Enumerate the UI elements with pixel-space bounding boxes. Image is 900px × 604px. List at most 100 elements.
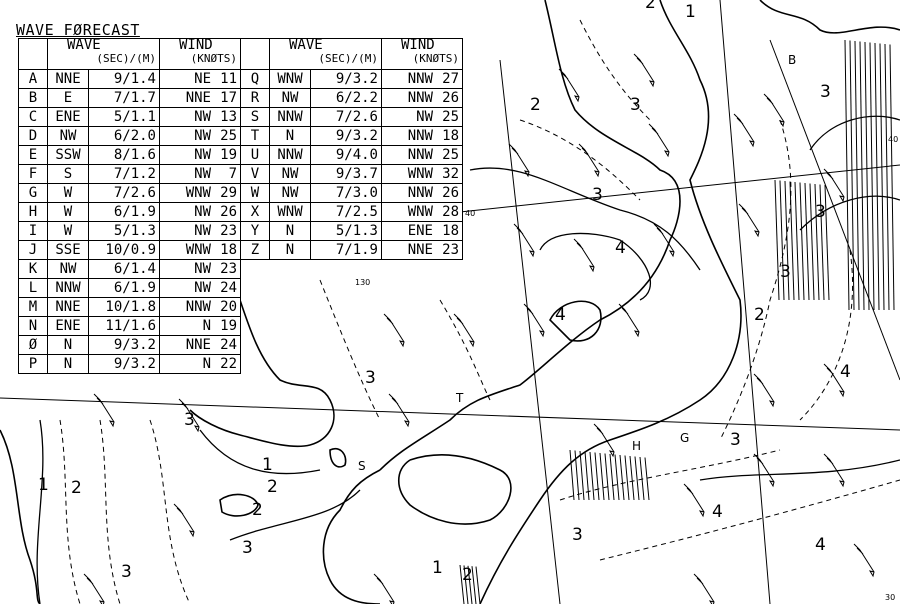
wind-direction: WNW: [407, 204, 433, 220]
wind-direction: N: [202, 356, 211, 372]
wind-speed: 18: [220, 242, 237, 258]
wave-direction: W: [47, 202, 89, 222]
wave-period-height: 9/3.2: [310, 126, 382, 146]
contour-label: 2: [462, 565, 473, 585]
contour-label: 3: [630, 95, 641, 115]
wind-speed: 25: [220, 128, 237, 144]
wave-direction: ENE: [47, 107, 89, 127]
wave-period-height: 5/1.3: [88, 221, 160, 241]
header-wave-units: (SEC)/(M): [96, 52, 156, 65]
wind-speed: 26: [220, 204, 237, 220]
table-row: B E 7/1.7 NNE 17: [18, 88, 241, 108]
wind: WNW 29: [159, 183, 241, 203]
contour-label: 2: [71, 478, 82, 498]
wind-direction: NW: [416, 109, 433, 125]
wind-direction: NNW: [407, 71, 433, 87]
wind-barb: [738, 203, 760, 238]
wind-barb: [508, 143, 530, 178]
table-row: N ENE 11/1.6 N 19: [18, 316, 241, 336]
wind: WNW 32: [381, 164, 463, 184]
point-label: Z: [240, 240, 270, 260]
wave-direction: NNE: [47, 297, 89, 317]
wave-period-height: 7/2.6: [310, 107, 382, 127]
contour-label: 2: [754, 305, 765, 325]
wind-direction: NNE: [185, 90, 211, 106]
hatch-line: [463, 565, 469, 604]
wind-speed: 26: [442, 90, 459, 106]
hatch-line: [467, 565, 473, 604]
table-row: W NW 7/3.0 NNW 26: [240, 183, 463, 203]
wind-direction: WNW: [407, 166, 433, 182]
point-label: I: [18, 221, 48, 241]
wind-barb: [93, 393, 115, 428]
wind-speed: 7: [228, 166, 237, 182]
point-label: C: [18, 107, 48, 127]
table-row: V NW 9/3.7 WNW 32: [240, 164, 463, 184]
wave-direction: W: [47, 183, 89, 203]
wave-period-height: 7/1.2: [88, 164, 160, 184]
point-label: M: [18, 297, 48, 317]
wave-direction: NNW: [47, 278, 89, 298]
hatch-line: [644, 457, 650, 501]
wind: WNW 28: [381, 202, 463, 222]
wind-speed: 32: [442, 166, 459, 182]
table-row: R NW 6/2.2 NNW 26: [240, 88, 463, 108]
wave-period-height: 9/3.7: [310, 164, 382, 184]
wind: WNW 18: [159, 240, 241, 260]
hatch-line: [864, 41, 870, 311]
wave-direction: NW: [269, 88, 311, 108]
contour-label: 4: [815, 535, 826, 555]
point-label: A: [18, 69, 48, 89]
contour-label: 2: [530, 95, 541, 115]
wave-direction: NNW: [269, 145, 311, 165]
contour-label: 4: [615, 238, 626, 258]
wave-direction: NW: [269, 183, 311, 203]
station-label: S: [358, 459, 366, 473]
hatch-line: [475, 566, 481, 604]
contour-label: 3: [184, 410, 195, 430]
wind-direction: WNW: [185, 242, 211, 258]
hatch-line: [814, 183, 820, 301]
contour-label: 2: [645, 0, 656, 13]
contour-label: 3: [592, 185, 603, 205]
wind: NNW 25: [381, 145, 463, 165]
wind-barb: [593, 423, 615, 458]
wave-direction: NNW: [269, 107, 311, 127]
contour-label: 3: [815, 202, 826, 222]
header-wind-label: WIND: [179, 37, 213, 53]
table-row: H W 6/1.9 NW 26: [18, 202, 241, 222]
wind-speed: 24: [220, 337, 237, 353]
wind-barb: [733, 113, 755, 148]
wind-barb: [823, 363, 845, 398]
hatch-line: [609, 453, 615, 501]
point-label: X: [240, 202, 270, 222]
wave-direction: N: [269, 240, 311, 260]
hatch-line: [824, 184, 830, 301]
wind: NNW 26: [381, 88, 463, 108]
point-label: V: [240, 164, 270, 184]
wave-direction: N: [269, 221, 311, 241]
hatch-line: [574, 450, 580, 501]
station-label: T: [455, 391, 464, 405]
wind: NW 7: [159, 164, 241, 184]
contour-label: 2: [267, 477, 278, 497]
wind-barb: [753, 373, 775, 408]
wave-direction: ENE: [47, 316, 89, 336]
point-label: R: [240, 88, 270, 108]
contour-label: 1: [38, 475, 49, 495]
wave-period-height: 6/1.4: [88, 259, 160, 279]
station-labels: B T S G H: [358, 53, 796, 473]
table-row: Y N 5/1.3 ENE 18: [240, 221, 463, 241]
hatch-line: [619, 454, 625, 501]
wind-barb: [373, 573, 395, 604]
wind-barb: [388, 393, 410, 428]
wave-period-height: 6/2.0: [88, 126, 160, 146]
wind-direction: NW: [194, 280, 211, 296]
grid-label: 130: [355, 278, 370, 287]
wave-period-height: 6/2.2: [310, 88, 382, 108]
wind-barb: [753, 453, 775, 488]
